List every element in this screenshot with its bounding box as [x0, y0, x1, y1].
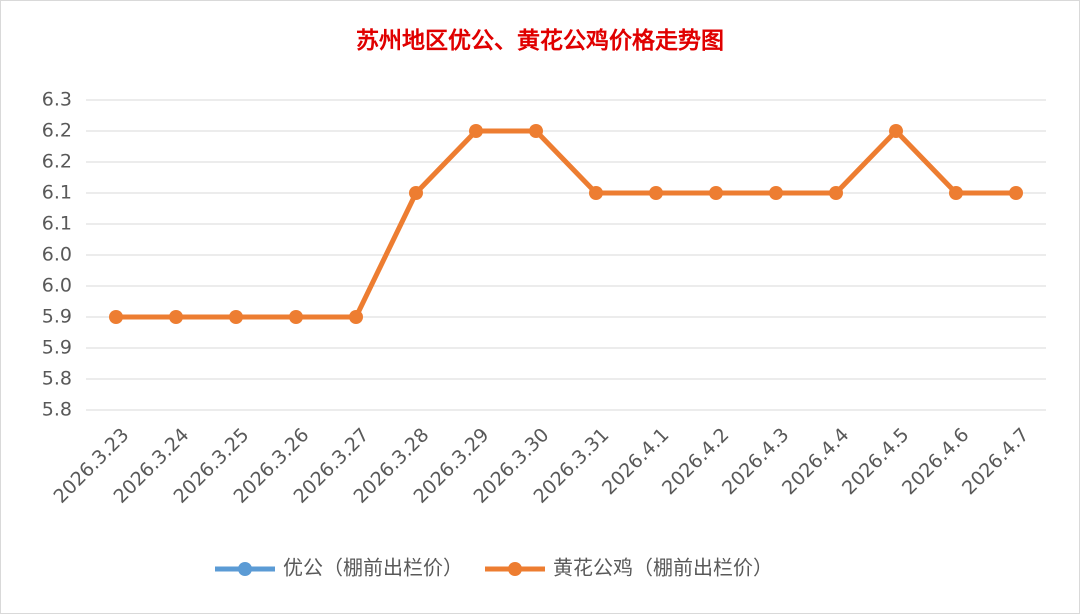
y-tick-label: 5.9 — [42, 337, 72, 359]
data-point — [949, 186, 963, 200]
data-point — [289, 310, 303, 324]
legend-marker — [508, 562, 522, 576]
y-tick-label: 5.8 — [42, 368, 72, 390]
data-point — [469, 124, 483, 138]
y-tick-label: 5.8 — [42, 399, 72, 421]
y-tick-label: 5.9 — [42, 306, 72, 328]
y-tick-label: 6.2 — [42, 120, 72, 142]
data-point — [229, 310, 243, 324]
data-point — [649, 186, 663, 200]
y-tick-label: 6.3 — [42, 89, 72, 111]
y-tick-label: 6.1 — [42, 213, 72, 235]
y-tick-label: 6.1 — [42, 182, 72, 204]
data-point — [1009, 186, 1023, 200]
data-point — [829, 186, 843, 200]
data-point — [169, 310, 183, 324]
data-point — [589, 186, 603, 200]
legend-label: 优公（棚前出栏价） — [283, 556, 463, 580]
chart-title: 苏州地区优公、黄花公鸡价格走势图 — [356, 27, 724, 54]
data-point — [709, 186, 723, 200]
data-point — [889, 124, 903, 138]
y-tick-label: 6.0 — [42, 275, 72, 297]
data-point — [409, 186, 423, 200]
y-tick-label: 6.0 — [42, 244, 72, 266]
data-point — [529, 124, 543, 138]
data-point — [349, 310, 363, 324]
legend-label: 黄花公鸡（棚前出栏价） — [553, 556, 773, 580]
y-tick-label: 6.2 — [42, 151, 72, 173]
data-point — [769, 186, 783, 200]
legend-marker — [238, 562, 252, 576]
series-line — [116, 128, 1016, 320]
data-point — [109, 310, 123, 324]
